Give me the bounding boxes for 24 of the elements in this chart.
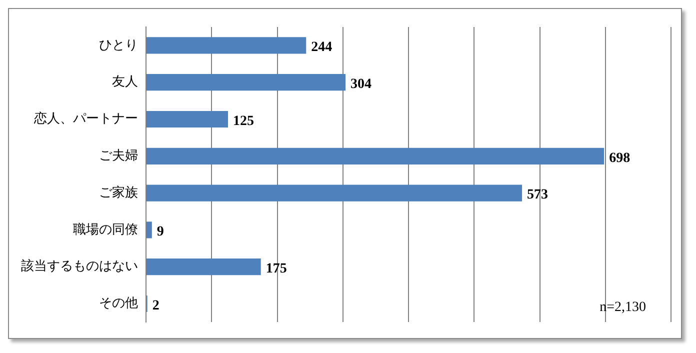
y-tick-label: 該当するものはない xyxy=(21,258,138,274)
bar xyxy=(146,74,346,91)
data-label: 304 xyxy=(350,76,372,92)
y-tick-label: 友人 xyxy=(112,74,138,90)
annotation: n=2,130 xyxy=(600,300,646,315)
bar xyxy=(146,258,261,276)
data-label: 175 xyxy=(266,261,287,276)
bar xyxy=(146,222,152,238)
y-tick-label: その他 xyxy=(99,296,138,312)
data-label: 9 xyxy=(156,224,164,240)
data-label: 244 xyxy=(311,40,332,56)
bar xyxy=(146,37,306,54)
y-tick-label: ひとり xyxy=(99,38,138,53)
y-tick-label: ご家族 xyxy=(99,184,138,200)
data-label: 698 xyxy=(609,150,630,166)
y-tick-label: 職場の同僚 xyxy=(73,222,138,238)
y-tick-label: 恋人、パートナー xyxy=(33,110,138,127)
y-tick-label: ご夫婦 xyxy=(99,148,138,164)
data-label: 125 xyxy=(233,114,254,129)
bar xyxy=(146,148,604,164)
data-label: 573 xyxy=(527,188,548,203)
data-label: 2 xyxy=(152,298,160,314)
bar xyxy=(146,110,228,128)
bar xyxy=(146,184,522,202)
